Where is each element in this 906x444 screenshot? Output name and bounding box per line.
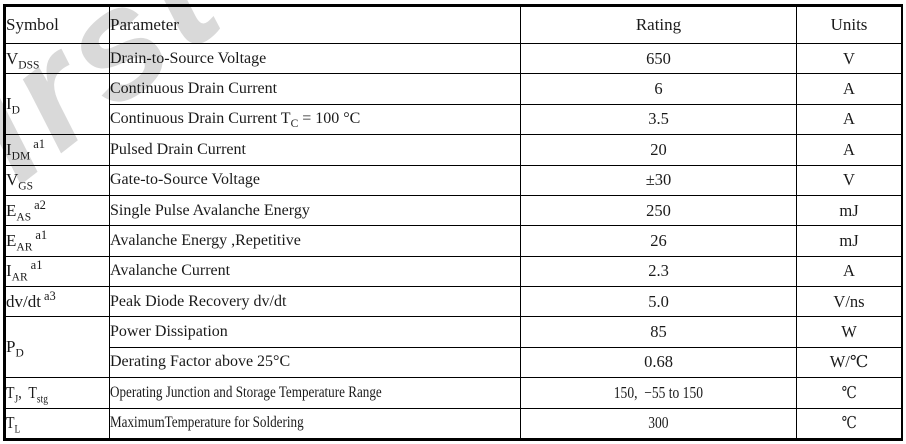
rating-cell: 3.5 (520, 103, 797, 136)
table-row: EASa2 Single Pulse Avalanche Energy 250 mJ (5, 194, 902, 227)
parameter-cell: Continuous Drain Current (109, 73, 521, 105)
parameter-cell: Continuous Drain Current TC = 100 °C (109, 103, 521, 136)
rating-cell: 26 (520, 225, 797, 257)
parameter-cell: Gate-to-Source Voltage (109, 164, 521, 196)
parameter-cell: MaximumTemperature for Soldering (109, 407, 521, 439)
symbol-cell: ID (5, 73, 110, 136)
symbol-cell: TJ, Tstg (5, 377, 110, 409)
symbol-cell: IDMa1 (5, 134, 110, 166)
table-row: Derating Factor above 25°C 0.68 W/℃ (6, 346, 902, 379)
table-row: VDSS Drain-to-Source Voltage 650 V (5, 42, 902, 75)
units-cell: ℃ (796, 377, 902, 409)
table-row: TL MaximumTemperature for Soldering 300 ℃ (5, 407, 902, 439)
column-header-units: Units (796, 6, 902, 44)
parameter-cell: Avalanche Energy ,Repetitive (109, 225, 521, 257)
rating-cell: 650 (520, 42, 797, 75)
symbol-cell: EASa2 (5, 194, 110, 227)
subscript: DM (11, 150, 31, 163)
symbol-cell: TL (5, 407, 110, 439)
subscript: AR (11, 271, 28, 284)
symbol-cell: PD (5, 316, 110, 379)
symbol-cell: dv/dt a3 (5, 285, 110, 318)
units-cell: A (796, 255, 902, 288)
units-cell: A (796, 73, 902, 105)
table-row: VGS Gate-to-Source Voltage ±30 V (5, 164, 902, 196)
units-cell: ℃ (796, 407, 902, 439)
parameter-cell: Avalanche Current (109, 255, 521, 288)
units-cell: V (796, 164, 902, 196)
parameter-cell: Pulsed Drain Current (109, 134, 521, 166)
superscript-note: a1 (33, 136, 46, 151)
table-body: VDSS Drain-to-Source Voltage 650 V ID Continu… (5, 42, 902, 439)
parameter-cell: Operating Junction and Storage Temperatu… (109, 377, 521, 409)
units-cell: V/ns (796, 285, 902, 318)
table-row: IARa1 Avalanche Current 2.3 A (5, 255, 902, 288)
maximum-ratings-table-frame: Symbol Parameter Rating Units VDSS Drain-… (3, 4, 903, 441)
column-header-parameter: Parameter (109, 6, 521, 44)
units-cell: A (796, 134, 902, 166)
subscript: AR (16, 241, 33, 254)
superscript-note: a2 (34, 197, 46, 212)
subscript: AS (16, 210, 32, 223)
superscript-note: a1 (30, 258, 43, 273)
units-cell: W (796, 316, 902, 348)
rating-cell: 20 (520, 134, 797, 166)
rating-cell: 5.0 (520, 285, 797, 318)
parameter-cell: Peak Diode Recovery dv/dt (109, 285, 521, 318)
table-row: TJ, Tstg Operating Junction and Storage T… (5, 377, 902, 409)
symbol-cell: VGS (5, 164, 110, 196)
table-row: dv/dt a3 Peak Diode Recovery dv/dt 5.0 V/ns (5, 285, 902, 318)
subscript: L (14, 423, 21, 436)
superscript-note: a3 (43, 288, 56, 303)
subscript: D (15, 347, 24, 360)
symbol-cell: IARa1 (5, 255, 110, 288)
rating-cell: 85 (520, 316, 797, 348)
units-cell: W/℃ (796, 346, 902, 379)
superscript-note: a1 (35, 227, 48, 242)
subscript: GS (18, 180, 33, 193)
units-cell: mJ (796, 225, 902, 257)
rating-cell: 6 (520, 73, 797, 105)
table-row: EARa1 Avalanche Energy ,Repetitive 26 mJ (5, 225, 902, 257)
rating-cell: ±30 (520, 164, 797, 196)
maximum-ratings-table: Symbol Parameter Rating Units VDSS Drain-… (5, 6, 902, 439)
symbol-cell: EARa1 (5, 225, 110, 257)
header-row: Symbol Parameter Rating Units (5, 6, 902, 44)
subscript: J (14, 393, 19, 406)
parameter-cell: Single Pulse Avalanche Energy (109, 194, 521, 227)
parameter-cell: Derating Factor above 25°C (109, 346, 521, 379)
column-header-symbol: Symbol (5, 6, 110, 44)
parameter-cell: Power Dissipation (109, 316, 521, 348)
parameter-cell: Drain-to-Source Voltage (109, 42, 521, 75)
rating-cell: 2.3 (520, 255, 797, 288)
symbol-cell: VDSS (5, 42, 110, 75)
table-row: IDMa1 Pulsed Drain Current 20 A (5, 134, 902, 166)
table-row: Continuous Drain Current TC = 100 °C 3.5 A (6, 103, 902, 136)
subscript: C (290, 118, 299, 131)
units-cell: A (796, 103, 902, 136)
rating-cell: 0.68 (520, 346, 797, 379)
rating-cell: 150, −55 to 150 (520, 377, 797, 409)
column-header-rating: Rating (520, 6, 797, 44)
subscript: D (11, 104, 20, 117)
units-cell: mJ (796, 194, 902, 227)
rating-cell: 250 (520, 194, 797, 227)
units-cell: V (796, 42, 902, 75)
subscript: DSS (18, 59, 40, 72)
subscript: stg (36, 393, 48, 406)
table-row: ID Continuous Drain Current 6 A (5, 73, 902, 136)
table-row: PD Power Dissipation 85 W (5, 316, 902, 379)
rating-cell: 300 (520, 407, 797, 439)
